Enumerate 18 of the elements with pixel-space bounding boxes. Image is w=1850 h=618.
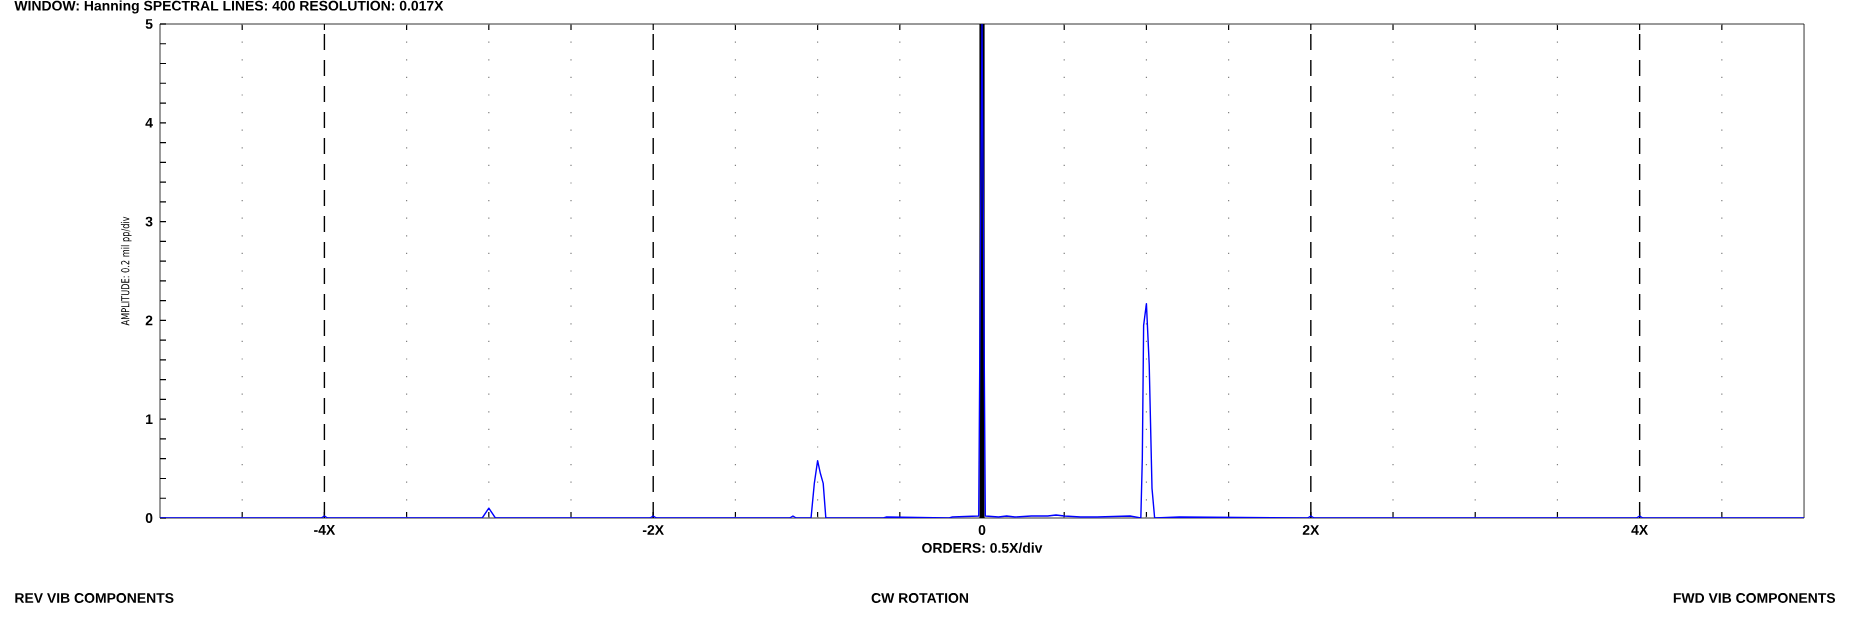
text: CW ROTATION <box>871 593 969 603</box>
y-tick-label: 3 <box>145 216 153 227</box>
y-tick-label: 2 <box>145 315 153 326</box>
line-series <box>160 24 1805 518</box>
y-axis-title: AMPLITUDE: 0.2 mil pp/div <box>120 216 132 326</box>
text: FWD VIB COMPONENTS <box>1673 593 1836 603</box>
y-tick-label: 1 <box>146 414 153 424</box>
y-tick-label: 0 <box>145 513 153 523</box>
y-tick-label: 4 <box>145 118 153 128</box>
chart-title: WINDOW: Hanning SPECTRAL LINES: 400 RESOLUTION: 0.017X <box>14 0 444 14</box>
x-axis-title: ORDERS: 0.5X/div <box>922 542 1043 553</box>
x-tick-label: 2X <box>1302 525 1320 535</box>
x-tick-label: -2X <box>642 525 664 535</box>
x-tick-label: 4X <box>1631 525 1649 535</box>
y-tick-label: 5 <box>145 19 153 29</box>
text: REV VIB COMPONENTS <box>15 593 174 603</box>
x-tick-label: 0 <box>978 525 986 535</box>
x-tick-label: -4X <box>314 525 336 535</box>
